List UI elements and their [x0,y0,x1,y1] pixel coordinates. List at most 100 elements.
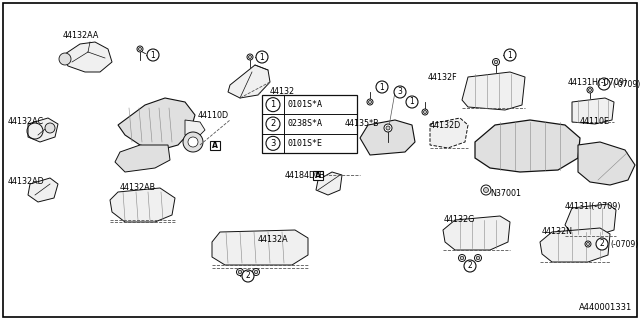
Polygon shape [572,98,614,124]
Circle shape [247,54,253,60]
Text: 2: 2 [468,261,472,270]
Text: (-0709): (-0709) [610,239,638,249]
Circle shape [59,53,71,65]
Circle shape [248,55,252,59]
Circle shape [384,124,392,132]
Bar [210,140,220,149]
Text: A: A [212,140,218,149]
Text: 44131I(-0709): 44131I(-0709) [565,202,621,211]
Circle shape [483,188,488,193]
Circle shape [242,270,254,282]
Text: 0101S*A: 0101S*A [288,100,323,109]
Text: 44132N: 44132N [542,228,573,236]
Circle shape [424,110,426,114]
Polygon shape [62,42,112,72]
Polygon shape [118,98,195,150]
Text: 0238S*A: 0238S*A [288,119,323,129]
Circle shape [369,100,371,103]
Circle shape [585,241,591,247]
Text: 1: 1 [380,83,385,92]
Circle shape [460,256,464,260]
Circle shape [504,49,516,61]
Circle shape [422,109,428,115]
Text: 2: 2 [600,239,604,249]
Text: 44132D: 44132D [430,121,461,130]
Polygon shape [565,204,616,236]
Text: 1: 1 [150,51,156,60]
Polygon shape [443,216,510,250]
Circle shape [367,99,373,105]
Text: 44110D: 44110D [198,110,229,119]
Circle shape [138,47,141,51]
Circle shape [183,132,203,152]
Text: 44132AB: 44132AB [120,183,156,193]
Polygon shape [578,142,635,185]
Circle shape [238,270,242,274]
Text: 44135*B: 44135*B [345,119,380,129]
Polygon shape [115,145,170,172]
Polygon shape [185,120,205,137]
Circle shape [137,46,143,52]
Circle shape [256,51,268,63]
Text: A440001331: A440001331 [579,303,632,312]
Circle shape [266,98,280,112]
Text: 3: 3 [397,87,403,97]
Text: (-0709): (-0709) [612,79,640,89]
Text: 0101S*E: 0101S*E [288,139,323,148]
Circle shape [481,185,491,195]
Bar [262,95,357,153]
Polygon shape [212,230,308,265]
Circle shape [589,89,591,92]
Circle shape [253,268,259,276]
Polygon shape [360,120,415,155]
Text: 44184D*B: 44184D*B [285,171,326,180]
Circle shape [376,81,388,93]
Text: 1: 1 [602,79,606,89]
Text: 1: 1 [410,98,414,107]
Text: 1: 1 [270,100,276,109]
Text: 44132F: 44132F [428,74,458,83]
Polygon shape [462,72,525,110]
Text: 1: 1 [260,52,264,61]
Circle shape [494,60,498,64]
Polygon shape [228,65,270,98]
Text: 44110E: 44110E [580,117,610,126]
Text: 44131H(-0709): 44131H(-0709) [568,77,628,86]
Polygon shape [475,120,580,172]
Bar [312,171,323,180]
Circle shape [476,256,480,260]
Text: 44132A: 44132A [258,236,289,244]
Text: 44132: 44132 [270,87,295,97]
Text: 3: 3 [270,139,276,148]
Polygon shape [540,228,610,262]
Text: 1: 1 [508,51,513,60]
Polygon shape [28,118,58,142]
Circle shape [474,254,481,261]
Text: 44132AA: 44132AA [63,30,99,39]
Text: 44132AC: 44132AC [8,117,44,126]
Circle shape [386,126,390,130]
Circle shape [587,87,593,93]
Circle shape [45,123,55,133]
Circle shape [458,254,465,261]
Polygon shape [430,118,468,148]
Polygon shape [316,172,342,195]
Circle shape [237,268,243,276]
Circle shape [254,270,258,274]
Circle shape [598,78,610,90]
Circle shape [266,117,280,131]
Text: 44132AD: 44132AD [8,178,45,187]
Text: 2: 2 [246,271,250,281]
Circle shape [493,59,499,66]
Polygon shape [110,188,175,222]
Circle shape [406,96,418,108]
Text: 44132G: 44132G [444,215,476,225]
Polygon shape [28,178,58,202]
Text: A: A [315,171,321,180]
Text: 2: 2 [270,119,276,129]
Circle shape [394,86,406,98]
Circle shape [188,137,198,147]
Circle shape [147,49,159,61]
Circle shape [266,136,280,150]
Circle shape [464,260,476,272]
